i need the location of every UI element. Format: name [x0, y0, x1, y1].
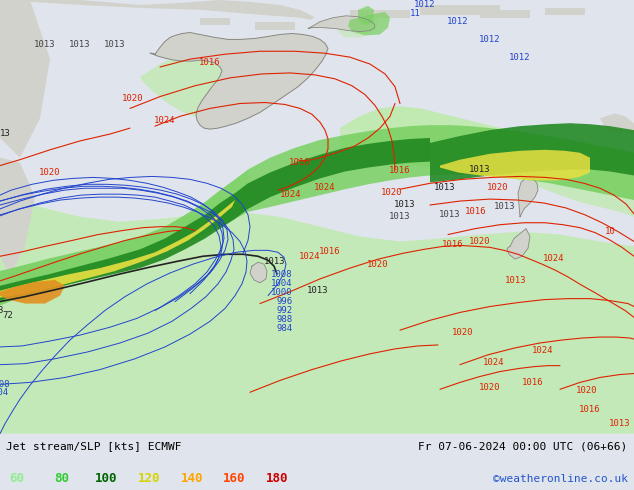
Text: 1020: 1020 [488, 183, 508, 192]
Text: 1020: 1020 [367, 260, 389, 269]
Text: 1004: 1004 [271, 279, 293, 288]
Text: 004: 004 [0, 388, 8, 397]
Text: 1016: 1016 [320, 247, 340, 256]
Polygon shape [338, 12, 380, 37]
Text: 1020: 1020 [469, 237, 491, 246]
Text: 992: 992 [277, 306, 293, 315]
Polygon shape [0, 138, 430, 300]
Text: 160: 160 [223, 471, 245, 485]
Text: 3: 3 [0, 306, 3, 315]
Text: 1013: 1013 [469, 165, 491, 174]
Text: 1016: 1016 [389, 166, 411, 175]
Text: Jet stream/SLP [kts] ECMWF: Jet stream/SLP [kts] ECMWF [6, 441, 182, 451]
Text: 1016: 1016 [465, 207, 487, 217]
Text: 11: 11 [410, 9, 420, 18]
Text: 1000: 1000 [271, 288, 293, 297]
Text: 1020: 1020 [381, 188, 403, 196]
Text: 1016: 1016 [199, 58, 221, 67]
Polygon shape [0, 158, 35, 276]
Text: 984: 984 [277, 324, 293, 333]
Polygon shape [248, 125, 634, 212]
Text: 1013: 1013 [495, 202, 515, 212]
Text: 13: 13 [0, 128, 10, 138]
Text: 1016: 1016 [289, 158, 311, 167]
Polygon shape [0, 280, 65, 303]
Text: 1016: 1016 [443, 240, 463, 249]
Text: 1013: 1013 [439, 210, 461, 220]
Text: 1012: 1012 [414, 0, 436, 9]
Text: 1024: 1024 [543, 254, 565, 263]
Polygon shape [255, 22, 295, 29]
Text: 72: 72 [3, 311, 13, 320]
Polygon shape [340, 106, 634, 217]
Text: 1024: 1024 [299, 252, 321, 261]
Polygon shape [0, 197, 634, 434]
Polygon shape [518, 177, 538, 217]
Text: 1024: 1024 [280, 190, 302, 198]
Polygon shape [348, 12, 390, 35]
Text: 1020: 1020 [39, 168, 61, 177]
Polygon shape [0, 170, 248, 306]
Polygon shape [0, 200, 235, 297]
Text: 1024: 1024 [314, 183, 336, 192]
Text: 1020: 1020 [122, 94, 144, 103]
Text: 1013: 1013 [104, 40, 126, 49]
Text: 1013: 1013 [69, 40, 91, 49]
Polygon shape [340, 106, 634, 153]
Polygon shape [200, 18, 230, 24]
Polygon shape [600, 113, 634, 133]
Text: Fr 07-06-2024 00:00 UTC (06+66): Fr 07-06-2024 00:00 UTC (06+66) [418, 441, 628, 451]
Text: 120: 120 [138, 471, 160, 485]
Text: 988: 988 [277, 315, 293, 324]
Polygon shape [250, 262, 267, 283]
Polygon shape [0, 0, 50, 158]
Text: 1012: 1012 [479, 35, 501, 44]
Text: 1012: 1012 [447, 17, 469, 26]
Text: 1013: 1013 [394, 200, 416, 210]
Text: 100: 100 [95, 471, 117, 485]
Polygon shape [420, 5, 500, 15]
Text: 1013: 1013 [34, 40, 56, 49]
Text: 1008: 1008 [0, 380, 11, 389]
Polygon shape [507, 229, 530, 259]
Text: 1020: 1020 [479, 383, 501, 392]
Text: 1008: 1008 [271, 270, 293, 279]
Text: ©weatheronline.co.uk: ©weatheronline.co.uk [493, 473, 628, 484]
Polygon shape [0, 0, 315, 20]
Text: 1013: 1013 [264, 257, 286, 266]
Text: 1013: 1013 [434, 183, 456, 192]
Text: 140: 140 [181, 471, 203, 485]
Text: 1016: 1016 [579, 405, 601, 414]
Text: 1020: 1020 [576, 386, 598, 395]
Text: 1012: 1012 [509, 52, 531, 62]
Polygon shape [480, 10, 530, 18]
Text: 180: 180 [266, 471, 288, 485]
Text: 1024: 1024 [154, 116, 176, 125]
Text: 1013: 1013 [389, 212, 411, 221]
Polygon shape [545, 8, 585, 15]
Text: 80: 80 [54, 471, 69, 485]
Text: 1024: 1024 [533, 346, 553, 355]
Text: 1013: 1013 [505, 276, 527, 285]
Polygon shape [358, 6, 374, 25]
Text: 1013: 1013 [307, 286, 329, 295]
Polygon shape [308, 16, 375, 31]
Polygon shape [350, 10, 410, 18]
Text: 60: 60 [10, 471, 25, 485]
Polygon shape [430, 123, 634, 182]
Polygon shape [140, 53, 248, 120]
Text: 1024: 1024 [483, 358, 505, 367]
Text: 996: 996 [277, 297, 293, 306]
Polygon shape [150, 32, 328, 129]
Text: 1016: 1016 [522, 378, 544, 387]
Text: 1013: 1013 [609, 419, 631, 428]
Text: 10: 10 [605, 227, 616, 236]
Polygon shape [440, 150, 590, 180]
Text: 1020: 1020 [452, 328, 474, 337]
